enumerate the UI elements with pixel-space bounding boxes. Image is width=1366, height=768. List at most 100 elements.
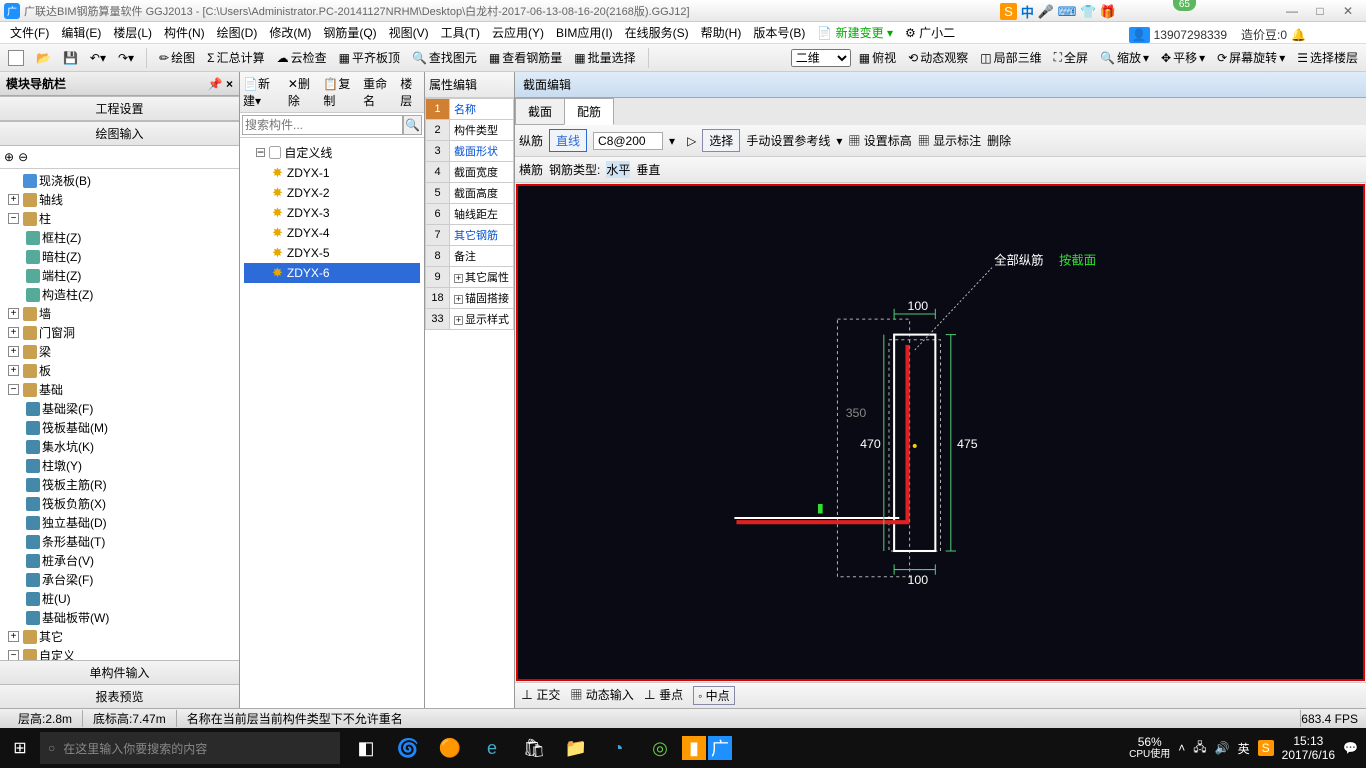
nav-node[interactable]: + 轴线 [2,190,237,209]
complist-copy[interactable]: 📋复制 [323,75,357,109]
tb-topview[interactable]: ▦ 俯视 [855,47,900,68]
menu-rebar[interactable]: 钢筋量(Q) [317,24,382,41]
menu-draw[interactable]: 绘图(D) [211,24,264,41]
tb-draw[interactable]: ✏ 绘图 [155,47,199,68]
store-icon[interactable]: 🛍 [514,728,554,768]
nav-expand-icon[interactable]: ⊕ [4,150,14,164]
tb-fullscreen[interactable]: ⛶ 全屏 [1050,47,1092,68]
complist-item[interactable]: ✸ ZDYX-4 [244,223,420,243]
prop-row[interactable]: 9+其它属性 [426,267,514,288]
prop-row[interactable]: 33+显示样式 [426,309,514,330]
ctool-elev-btn[interactable]: ▦ 设置标高 [848,132,911,149]
prop-row[interactable]: 2构件类型 [426,120,514,141]
tray-notif-icon[interactable]: 💬 [1343,741,1358,755]
prop-row[interactable]: 18+锚固搭接 [426,288,514,309]
tb-cloudcheck[interactable]: ☁ 云检查 [273,47,331,68]
tb-undo[interactable]: ↶▾ [86,49,110,67]
nav-node[interactable]: 现浇板(B) [2,171,237,190]
nav-sect-draw[interactable]: 绘图输入 [0,121,239,146]
menu-floor[interactable]: 楼层(L) [107,24,158,41]
nav-node[interactable]: 柱墩(Y) [2,456,237,475]
prop-row[interactable]: 6轴线距左 [426,204,514,225]
section-canvas[interactable]: 100 100 350 470 475 全部纵筋 按截面 ▮ [516,184,1365,681]
prop-row[interactable]: 3截面形状 [426,141,514,162]
cpu-meter[interactable]: 56%CPU使用 [1129,736,1170,760]
complist-item[interactable]: ✸ ZDYX-3 [244,203,420,223]
complist-item[interactable]: ✸ ZDYX-5 [244,243,420,263]
menu-help[interactable]: 帮助(H) [695,24,748,41]
ctool-spec-input[interactable] [593,132,663,150]
tb-rotate[interactable]: ⟳ 屏幕旋转▾ [1213,47,1289,68]
app-icon-3[interactable]: ◔ [598,728,638,768]
menu-tool[interactable]: 工具(T) [435,24,486,41]
tb-viewrebar[interactable]: ▦ 查看钢筋量 [485,47,566,68]
ime-toolbar[interactable]: S 中 🎤 ⌨ 👕 🎁 [1000,2,1116,21]
complist-rename[interactable]: 重命名 [363,75,394,109]
nav-node[interactable]: 筏板负筋(X) [2,494,237,513]
tb-open[interactable]: 📂 [32,49,55,67]
menu-online[interactable]: 在线服务(S) [619,24,695,41]
tb-orbit[interactable]: ⟲ 动态观察 [904,47,972,68]
tb-new[interactable] [4,48,28,68]
nav-sect-report[interactable]: 报表预览 [0,684,239,708]
nav-node[interactable]: 独立基础(D) [2,513,237,532]
tray-net-icon[interactable]: 🖧 [1193,738,1206,759]
tb-local3d[interactable]: ◫ 局部三维 [976,47,1045,68]
menu-bim[interactable]: BIM应用(I) [550,24,619,41]
tb-2d3d[interactable]: 二维 [791,49,851,67]
nav-node[interactable]: 基础梁(F) [2,399,237,418]
menu-file[interactable]: 文件(F) [4,24,55,41]
nav-node[interactable]: 基础板带(W) [2,608,237,627]
nav-node[interactable]: 构造柱(Z) [2,285,237,304]
menu-component[interactable]: 构件(N) [158,24,211,41]
nav-node[interactable]: 端柱(Z) [2,266,237,285]
prop-row[interactable]: 1名称 [426,99,514,120]
tb-pan[interactable]: ✥ 平移▾ [1157,47,1209,68]
explorer-icon[interactable]: 📁 [556,728,596,768]
nav-collapse-icon[interactable]: ⊖ [18,150,28,164]
complist-root[interactable]: − ▢ 自定义线 [244,142,420,163]
ctool-dim-btn[interactable]: ▦ 显示标注 [918,132,981,149]
ctool-select-btn[interactable]: 选择 [702,129,740,152]
bell-icon[interactable]: 🔔 [1291,28,1306,42]
tb-flat[interactable]: ▦ 平齐板顶 [335,47,404,68]
prop-row[interactable]: 4截面宽度 [426,162,514,183]
tray-vol-icon[interactable]: 🔊 [1215,741,1230,755]
start-button[interactable]: ⊞ [0,728,40,768]
tray-up-icon[interactable]: ˄ [1178,741,1185,755]
app-icon-5[interactable]: ▮ [682,736,706,760]
menu-view[interactable]: 视图(V) [383,24,435,41]
tb-sum[interactable]: Σ 汇总计算 [203,47,268,68]
snap-perp[interactable]: ⊥ 垂点 [644,686,683,705]
menu-cloud[interactable]: 云应用(Y) [486,24,550,41]
nav-node[interactable]: + 其它 [2,627,237,646]
user-info[interactable]: 👤 13907298339 造价豆:0 🔔 [1129,26,1306,43]
ime-lang[interactable]: 中 [1021,2,1034,21]
complist-new[interactable]: 📄新建▾ [243,75,282,109]
nav-node[interactable]: 条形基础(T) [2,532,237,551]
nav-node[interactable]: + 墙 [2,304,237,323]
app-icon-6[interactable]: 广 [708,736,732,760]
menu-modify[interactable]: 修改(M) [263,24,317,41]
menu-edit[interactable]: 编辑(E) [55,24,107,41]
nav-node[interactable]: − 自定义 [2,646,237,660]
menu-version[interactable]: 版本号(B) [747,24,811,41]
nav-sect-project[interactable]: 工程设置 [0,96,239,121]
tab-rebar[interactable]: 配筋 [564,98,614,125]
taskview-icon[interactable]: ◧ [346,728,386,768]
ime-icons[interactable]: 🎤 ⌨ 👕 🎁 [1038,4,1116,20]
menu-newchange[interactable]: 📄 新建变更 ▾ [811,24,899,41]
menu-gxe[interactable]: ⚙ 广小二 [899,24,961,41]
close-button[interactable]: ✕ [1334,1,1362,21]
nav-node[interactable]: 暗柱(Z) [2,247,237,266]
edge-icon[interactable]: e [472,728,512,768]
nav-node[interactable]: 筏板基础(M) [2,418,237,437]
nav-node[interactable]: 集水坑(K) [2,437,237,456]
complist-item[interactable]: ✸ ZDYX-2 [244,183,420,203]
tb-redo[interactable]: ↷▾ [114,49,138,67]
ctool-del-btn[interactable]: 删除 [987,132,1011,149]
nav-pin-icon[interactable]: 📌 × [208,77,233,91]
tray-sogou-icon[interactable]: S [1258,740,1274,756]
complist-search-btn[interactable]: 🔍 [403,115,422,135]
nav-node[interactable]: 桩(U) [2,589,237,608]
